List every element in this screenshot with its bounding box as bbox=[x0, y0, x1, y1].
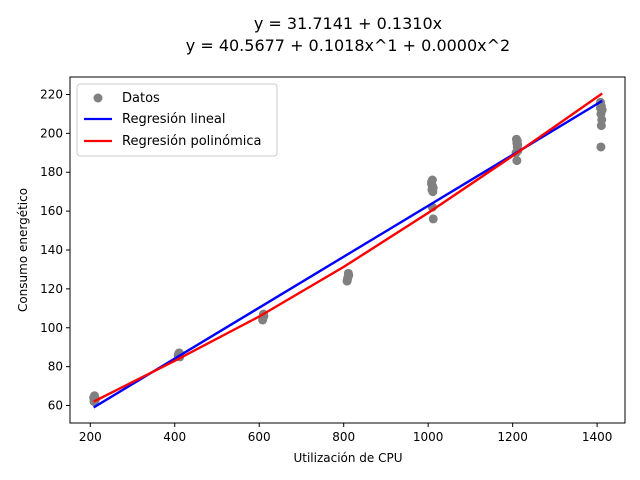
plot-frame bbox=[69, 76, 626, 424]
y-tick-label: 160 bbox=[40, 204, 63, 218]
data-point bbox=[596, 142, 606, 152]
x-axis-ticks: 200 400 600 800 1000 1200 1400 bbox=[79, 423, 613, 444]
legend: Datos Regresión lineal Regresión polinóm… bbox=[76, 83, 278, 157]
x-axis-label: Utilización de CPU bbox=[293, 451, 402, 465]
legend-marker-datos bbox=[93, 93, 103, 103]
x-tick-label: 800 bbox=[332, 430, 355, 444]
data-point bbox=[512, 156, 522, 166]
y-tick-label: 220 bbox=[40, 87, 63, 101]
legend-box bbox=[76, 83, 278, 157]
chart-title-line-2: y = 40.5677 + 0.1018x^1 + 0.0000x^2 bbox=[186, 36, 510, 55]
data-point bbox=[596, 103, 606, 113]
data-point bbox=[428, 187, 438, 197]
x-tick-label: 200 bbox=[79, 430, 102, 444]
y-tick-label: 200 bbox=[40, 126, 63, 140]
y-tick-label: 180 bbox=[40, 165, 63, 179]
x-tick-label: 1000 bbox=[413, 430, 444, 444]
chart-title-line-1: y = 31.7141 + 0.1310x bbox=[254, 14, 442, 33]
data-point bbox=[513, 140, 523, 150]
data-point bbox=[343, 268, 353, 278]
x-tick-label: 1400 bbox=[582, 430, 613, 444]
y-tick-label: 60 bbox=[48, 399, 63, 413]
legend-label-regresion-polinomica: Regresión polinómica bbox=[122, 134, 261, 149]
y-tick-label: 100 bbox=[40, 321, 63, 335]
x-tick-label: 400 bbox=[163, 430, 186, 444]
y-tick-label: 80 bbox=[48, 360, 63, 374]
legend-label-datos: Datos bbox=[122, 91, 160, 106]
data-point bbox=[596, 121, 606, 131]
y-axis-ticks: 60 80 100 120 140 160 180 200 220 bbox=[40, 87, 70, 413]
x-tick-label: 1200 bbox=[497, 430, 528, 444]
y-tick-label: 120 bbox=[40, 282, 63, 296]
x-tick-label: 600 bbox=[248, 430, 271, 444]
y-tick-label: 140 bbox=[40, 243, 63, 257]
data-point bbox=[427, 175, 437, 185]
plot-area bbox=[89, 92, 607, 409]
y-axis-label: Consumo energético bbox=[16, 188, 30, 312]
polynomial-regression-line bbox=[93, 92, 603, 403]
data-point bbox=[428, 214, 438, 224]
legend-label-regresion-lineal: Regresión lineal bbox=[122, 112, 226, 127]
